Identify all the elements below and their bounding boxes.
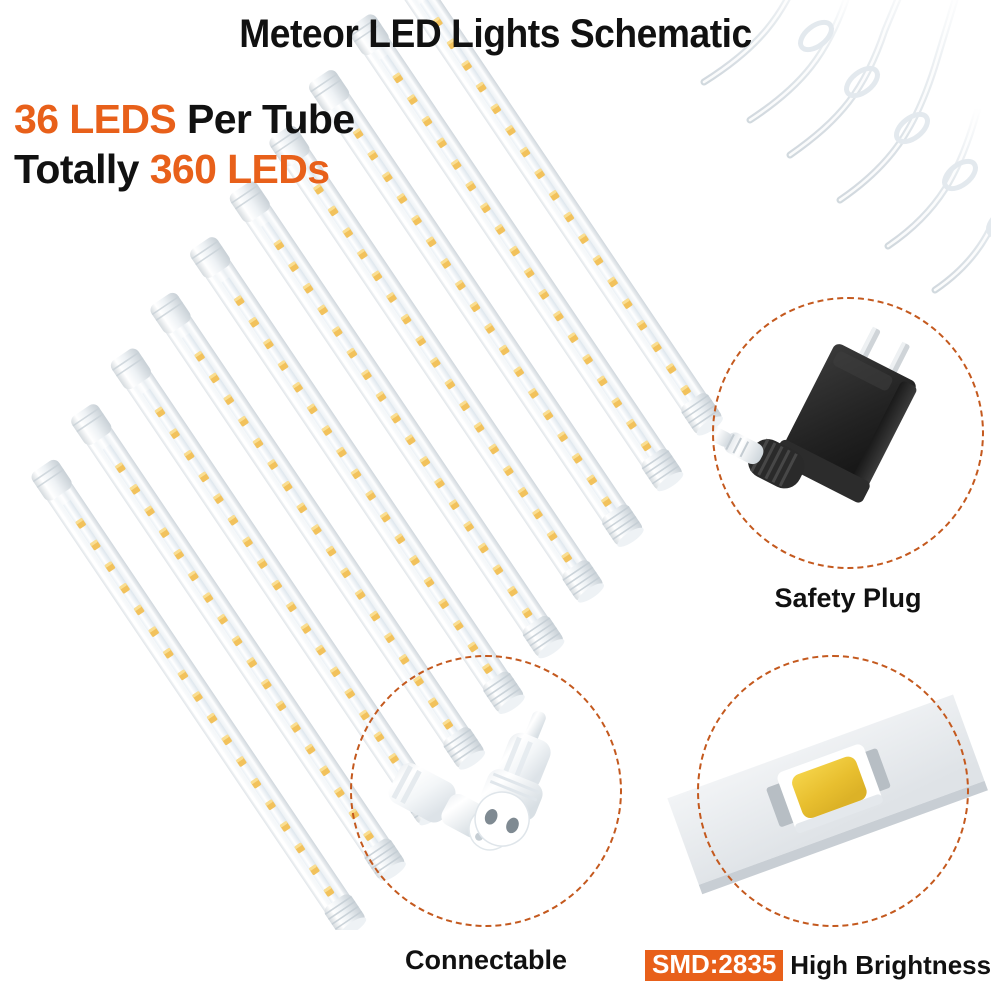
spec-per-tube: Per Tube	[176, 96, 355, 142]
led-emitters	[75, 16, 691, 897]
callout-label-smd: SMD:2835 High Brightness	[645, 950, 991, 982]
spec-line-total-leds: Totally 360 LEDs	[14, 146, 330, 193]
led-tube-bundle-illustration	[28, 0, 991, 930]
callout-circle-smd	[697, 655, 969, 927]
page-title: Meteor LED Lights Schematic	[239, 12, 752, 56]
callout-label-connectable: Connectable	[404, 945, 568, 975]
smd-high-brightness-label: High Brightness	[790, 950, 991, 981]
spec-totally: Totally	[14, 146, 150, 192]
callout-label-safety-plug: Safety Plug	[774, 583, 922, 613]
callout-circle-connectable	[350, 655, 622, 927]
smd-badge: SMD:2835	[645, 950, 784, 982]
spec-360-leds: 360 LEDs	[149, 146, 330, 192]
wire-loop-eyelets	[798, 19, 991, 239]
spec-line-leds-per-tube: 36 LEDS Per Tube	[14, 96, 355, 143]
callout-circle-safety-plug	[712, 297, 984, 569]
spec-36-leds: 36 LEDS	[14, 96, 177, 142]
